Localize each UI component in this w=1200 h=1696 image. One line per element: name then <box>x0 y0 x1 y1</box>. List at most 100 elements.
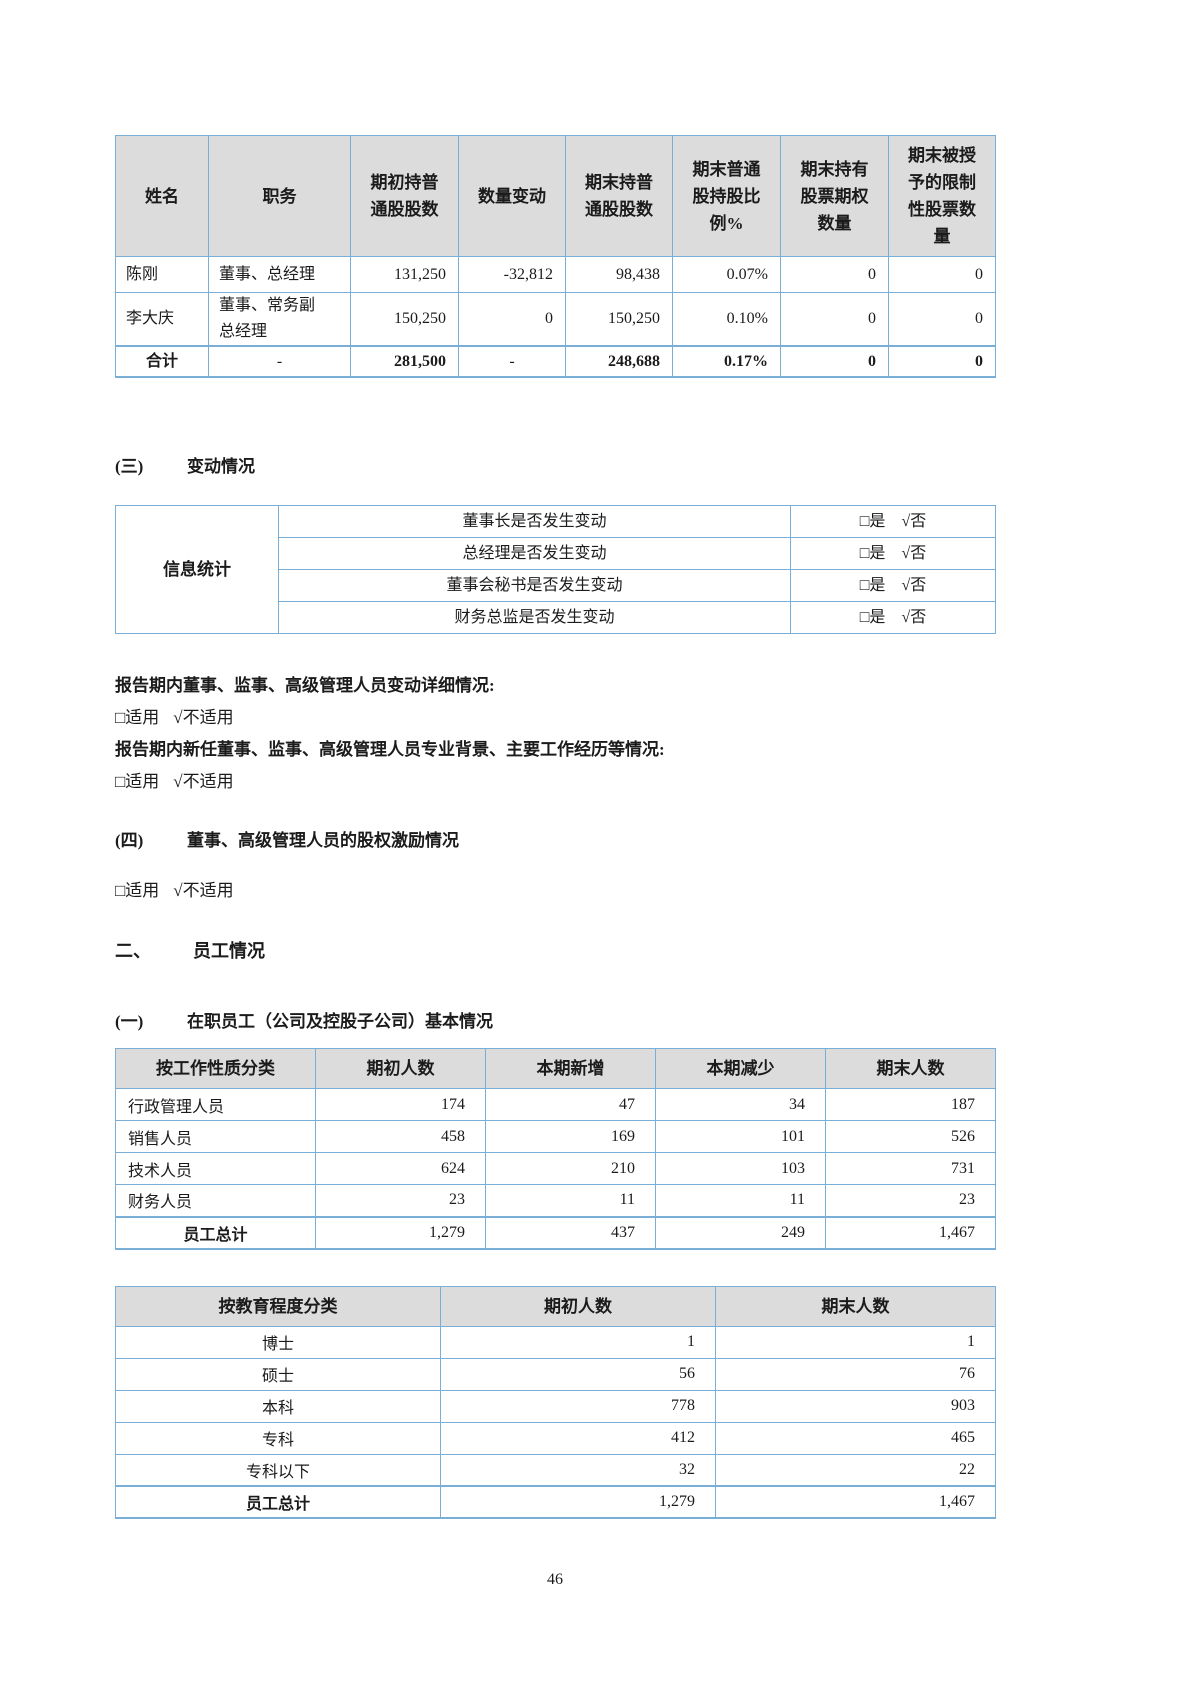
cell-added: 47 <box>485 1088 656 1121</box>
applicable-line: □适用 √不适用 <box>115 875 995 907</box>
table-row: 专科 412 465 <box>115 1421 996 1455</box>
cell-end-ratio: 0.17% <box>672 345 781 378</box>
checkbox-no: √否 <box>901 544 927 562</box>
cell-begin-count: 412 <box>440 1421 716 1455</box>
employees-by-education-table: 按教育程度分类 期初人数 期末人数 博士 1 1 硕士 56 76 本科 778… <box>115 1285 996 1519</box>
table-row: 信息统计 董事长是否发生变动 □是 √否 <box>115 505 996 634</box>
table-row: 专科以下 32 22 <box>115 1453 996 1487</box>
checkbox-not-applicable: √不适用 <box>173 708 234 727</box>
cell-change: -32,812 <box>458 256 566 293</box>
section-label: (三) <box>115 457 144 476</box>
col-header-education-category: 按教育程度分类 <box>115 1285 441 1327</box>
cell-begin-count: 23 <box>315 1184 486 1217</box>
section-label: (一) <box>115 1012 144 1031</box>
col-header-work-category: 按工作性质分类 <box>115 1048 316 1089</box>
cell-category: 本科 <box>115 1389 441 1423</box>
table-row: 董事会秘书是否发生变动 □是 √否 <box>116 569 996 602</box>
section-title: 变动情况 <box>187 457 255 476</box>
section-heading-employees: 二、 员工情况 <box>115 937 995 963</box>
cell-end-ratio: 0.07% <box>672 256 781 293</box>
checkbox-applicable: □适用 <box>115 881 160 900</box>
table-header-row: 按工作性质分类 期初人数 本期新增 本期减少 期末人数 <box>115 1048 996 1089</box>
table-row: 财务总监是否发生变动 □是 √否 <box>116 601 996 634</box>
cell-begin-count: 32 <box>440 1453 716 1487</box>
shareholding-table: 姓名 职务 期初持普通股股数 数量变动 期末持普通股股数 期末普通股持股比例% … <box>115 135 996 378</box>
cell-reduced: 11 <box>655 1184 826 1217</box>
cell-total-label: 员工总计 <box>115 1485 441 1519</box>
table-row: 硕士 56 76 <box>115 1357 996 1391</box>
cell-restricted: 0 <box>888 256 996 293</box>
cell-options: 0 <box>780 345 889 378</box>
checkbox-no: √否 <box>901 608 927 626</box>
cell-end-count: 22 <box>715 1453 996 1487</box>
section-heading-incentive: (四) 董事、高级管理人员的股权激励情况 <box>115 826 995 851</box>
cell-reduced: 34 <box>655 1088 826 1121</box>
table-row: 本科 778 903 <box>115 1389 996 1423</box>
section-title: 董事、高级管理人员的股权激励情况 <box>187 831 459 850</box>
cell-category: 博士 <box>115 1325 441 1359</box>
col-header-added: 本期新增 <box>485 1048 656 1089</box>
checkbox-not-applicable: √不适用 <box>173 772 234 791</box>
cell-added: 169 <box>485 1120 656 1153</box>
checkbox-not-applicable: √不适用 <box>173 881 234 900</box>
employees-by-work-type-table: 按工作性质分类 期初人数 本期新增 本期减少 期末人数 行政管理人员 174 4… <box>115 1048 996 1250</box>
col-header-position: 职务 <box>208 135 351 257</box>
cell-end-ratio: 0.10% <box>672 292 781 347</box>
cell-begin-count: 1 <box>440 1325 716 1359</box>
section-title: 员工情况 <box>193 941 265 961</box>
cell-category: 技术人员 <box>115 1152 316 1185</box>
cell-category: 硕士 <box>115 1357 441 1391</box>
col-header-end-count: 期末人数 <box>825 1048 996 1089</box>
checkbox-no: √否 <box>901 512 927 530</box>
cell-question: 董事会秘书是否发生变动 <box>278 569 791 602</box>
cell-reduced: 103 <box>655 1152 826 1185</box>
col-header-begin-shares: 期初持普通股股数 <box>350 135 459 257</box>
cell-position: - <box>208 345 351 378</box>
table-row: 总经理是否发生变动 □是 √否 <box>116 537 996 570</box>
cell-category: 行政管理人员 <box>115 1088 316 1121</box>
note-new-appointments: 报告期内新任董事、监事、高级管理人员专业背景、主要工作经历等情况: <box>115 740 665 759</box>
cell-added: 210 <box>485 1152 656 1185</box>
note-change-details: 报告期内董事、监事、高级管理人员变动详细情况: <box>115 676 495 695</box>
table-total-row: 员工总计 1,279 437 249 1,467 <box>115 1215 996 1250</box>
col-header-restricted: 期末被授予的限制性股票数量 <box>888 135 996 257</box>
cell-reduced: 249 <box>655 1215 826 1250</box>
cell-begin-count: 624 <box>315 1152 486 1185</box>
cell-begin-count: 56 <box>440 1357 716 1391</box>
cell-info-header: 信息统计 <box>115 505 279 634</box>
checkbox-yes: □是 <box>859 576 886 594</box>
checkbox-yes: □是 <box>859 544 886 562</box>
cell-restricted: 0 <box>888 292 996 347</box>
cell-category: 专科以下 <box>115 1453 441 1487</box>
cell-begin-shares: 131,250 <box>350 256 459 293</box>
table-row: 陈刚 董事、总经理 131,250 -32,812 98,438 0.07% 0… <box>115 256 996 293</box>
col-header-begin-count: 期初人数 <box>315 1048 486 1089</box>
cell-question: 财务总监是否发生变动 <box>278 601 791 634</box>
cell-answer: □是 √否 <box>790 601 996 634</box>
cell-position: 董事、常务副总经理 <box>208 292 351 347</box>
cell-begin-count: 174 <box>315 1088 486 1121</box>
cell-end-shares: 248,688 <box>565 345 673 378</box>
col-header-name: 姓名 <box>115 135 209 257</box>
cell-question: 总经理是否发生变动 <box>278 537 791 570</box>
col-header-end-count: 期末人数 <box>715 1285 996 1327</box>
cell-options: 0 <box>780 256 889 293</box>
cell-end-count: 526 <box>825 1120 996 1153</box>
cell-added: 11 <box>485 1184 656 1217</box>
cell-begin-shares: 281,500 <box>350 345 459 378</box>
cell-total-label: 员工总计 <box>115 1215 316 1250</box>
col-header-reduced: 本期减少 <box>655 1048 826 1089</box>
table-row: 行政管理人员 174 47 34 187 <box>115 1088 996 1121</box>
cell-name: 陈刚 <box>115 256 209 293</box>
cell-end-count: 903 <box>715 1389 996 1423</box>
cell-total-label: 合计 <box>115 345 209 378</box>
cell-end-count: 1,467 <box>715 1485 996 1519</box>
cell-change: 0 <box>458 292 566 347</box>
cell-begin-count: 458 <box>315 1120 486 1153</box>
cell-begin-count: 778 <box>440 1389 716 1423</box>
checkbox-applicable: □适用 <box>115 772 160 791</box>
cell-options: 0 <box>780 292 889 347</box>
table-row: 技术人员 624 210 103 731 <box>115 1152 996 1185</box>
cell-name: 李大庆 <box>115 292 209 347</box>
